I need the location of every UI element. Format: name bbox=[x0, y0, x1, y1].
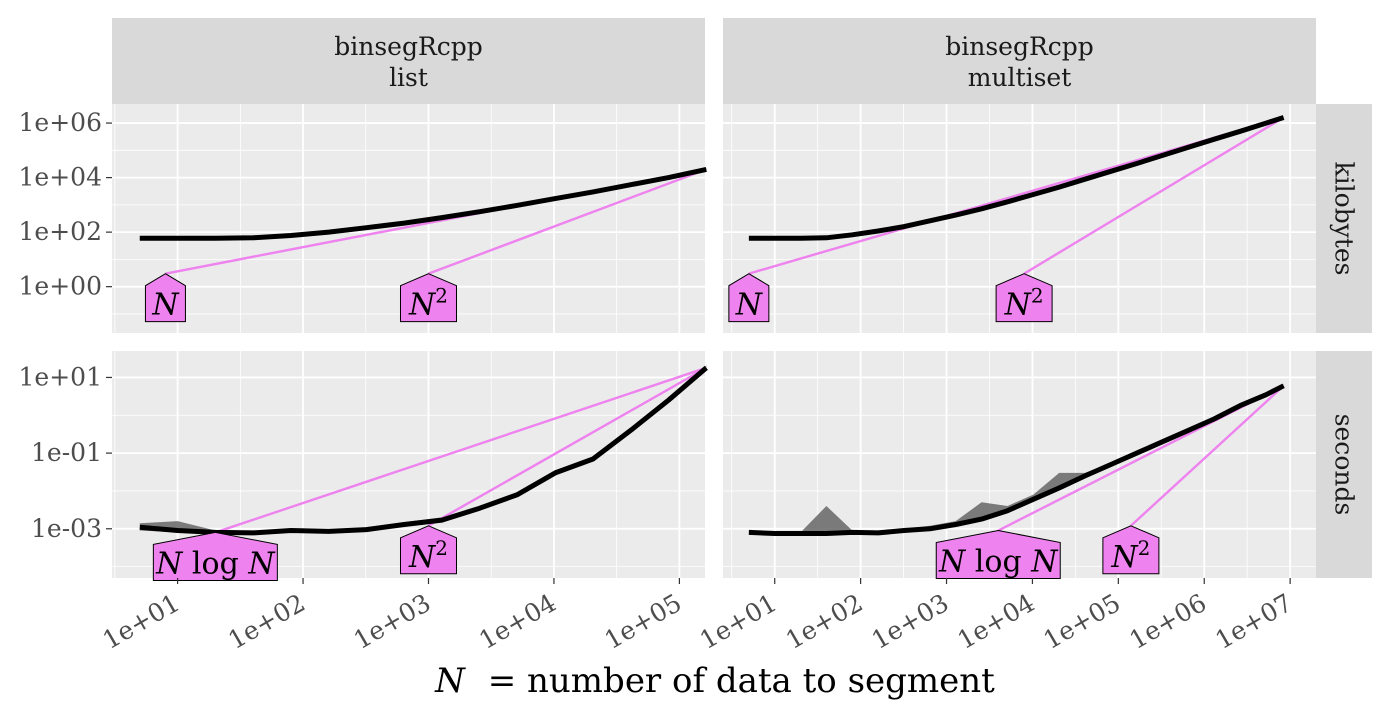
reference-line bbox=[428, 168, 707, 275]
panel-multiset-kilobytes: N N2 bbox=[723, 104, 1316, 333]
label-exponent: 2 bbox=[435, 536, 448, 560]
facet-row-title: seconds bbox=[1330, 414, 1359, 516]
label-exponent: 2 bbox=[1031, 284, 1044, 308]
x-tick-label: 1e+05 bbox=[1039, 588, 1126, 655]
median-line bbox=[748, 115, 1285, 241]
x-tick-label: 1e+01 bbox=[98, 588, 185, 655]
x-tick-label: 1e+06 bbox=[1124, 588, 1211, 655]
reference-line bbox=[214, 366, 707, 534]
label-log: log bbox=[182, 546, 248, 581]
x-axis-label-var: N bbox=[434, 661, 466, 701]
y-tick-label: 1e-03 bbox=[31, 514, 102, 543]
facet-strip-row-1 bbox=[1316, 104, 1372, 333]
facet-col-title-line1: binsegRcpp bbox=[945, 32, 1094, 61]
complexity-label-box bbox=[728, 273, 770, 323]
reference-line bbox=[427, 366, 707, 527]
x-axis-label-text: = number of data to segment bbox=[488, 661, 995, 701]
label-n: N bbox=[735, 288, 764, 323]
y-tick-label: 1e+00 bbox=[19, 272, 102, 301]
label-exponent: 2 bbox=[435, 284, 448, 308]
y-tick-label: 1e-01 bbox=[31, 438, 102, 467]
label-n: N bbox=[1004, 288, 1033, 323]
complexity-label: N2 bbox=[408, 536, 448, 575]
complexity-label-box bbox=[144, 273, 186, 323]
reference-line bbox=[1130, 384, 1285, 527]
complexity-label: N bbox=[735, 288, 764, 323]
label-n: N bbox=[155, 546, 184, 581]
label-n: N bbox=[1030, 545, 1059, 580]
label-n: N bbox=[408, 540, 437, 575]
facet-strip-col-1 bbox=[112, 18, 705, 104]
complexity-label: N bbox=[151, 288, 180, 323]
x-tick-label: 1e+04 bbox=[474, 588, 561, 655]
median-line bbox=[748, 383, 1285, 536]
complexity-label-box bbox=[1102, 525, 1160, 575]
complexity-label: N2 bbox=[1110, 536, 1150, 575]
label-exponent: 2 bbox=[1138, 536, 1151, 560]
x-tick-label: 1e+07 bbox=[1210, 588, 1297, 655]
facet-strip-row-2 bbox=[1316, 351, 1372, 578]
complexity-label: N2 bbox=[1004, 284, 1044, 323]
complexity-label-box bbox=[399, 525, 457, 575]
complexity-label: N2 bbox=[408, 284, 448, 323]
x-tick-label: 1e+05 bbox=[600, 588, 687, 655]
facet-col-title-line1: binsegRcpp bbox=[334, 32, 483, 61]
x-tick-label: 1e+01 bbox=[695, 588, 782, 655]
label-n: N bbox=[151, 288, 180, 323]
median-line bbox=[139, 365, 708, 536]
median-line bbox=[139, 166, 707, 241]
facet-col-title-line2: multiset bbox=[968, 63, 1072, 92]
x-tick-label: 1e+02 bbox=[223, 588, 310, 655]
label-log: log bbox=[965, 545, 1031, 580]
label-n: N bbox=[408, 288, 437, 323]
x-tick-label: 1e+02 bbox=[781, 588, 868, 655]
x-tick-label: 1e+03 bbox=[349, 588, 436, 655]
x-axis-label: N = number of data to segment bbox=[434, 661, 995, 701]
label-n: N bbox=[1110, 540, 1139, 575]
label-n: N bbox=[938, 545, 967, 580]
x-tick-label: 1e+03 bbox=[867, 588, 954, 655]
facet-strip-col-2 bbox=[723, 18, 1316, 104]
complexity-label: N log N bbox=[938, 545, 1059, 580]
complexity-label-box bbox=[399, 273, 457, 323]
y-tick-label: 1e+01 bbox=[19, 362, 102, 391]
facet-strips: binsegRcpplistbinsegRcppmultisetkilobyte… bbox=[112, 18, 1372, 578]
facet-col-title-line2: list bbox=[389, 63, 428, 92]
y-tick-label: 1e+06 bbox=[19, 108, 102, 137]
complexity-label-box bbox=[935, 529, 1061, 580]
complexity-label-box bbox=[995, 273, 1053, 323]
complexity-label: N log N bbox=[155, 546, 276, 581]
facet-row-title: kilobytes bbox=[1330, 162, 1359, 276]
y-tick-label: 1e+02 bbox=[19, 217, 102, 246]
y-tick-label: 1e+04 bbox=[19, 163, 102, 192]
reference-line bbox=[1023, 116, 1285, 275]
x-tick-label: 1e+04 bbox=[953, 588, 1040, 655]
label-n: N bbox=[247, 546, 276, 581]
complexity-label-box bbox=[152, 531, 278, 581]
